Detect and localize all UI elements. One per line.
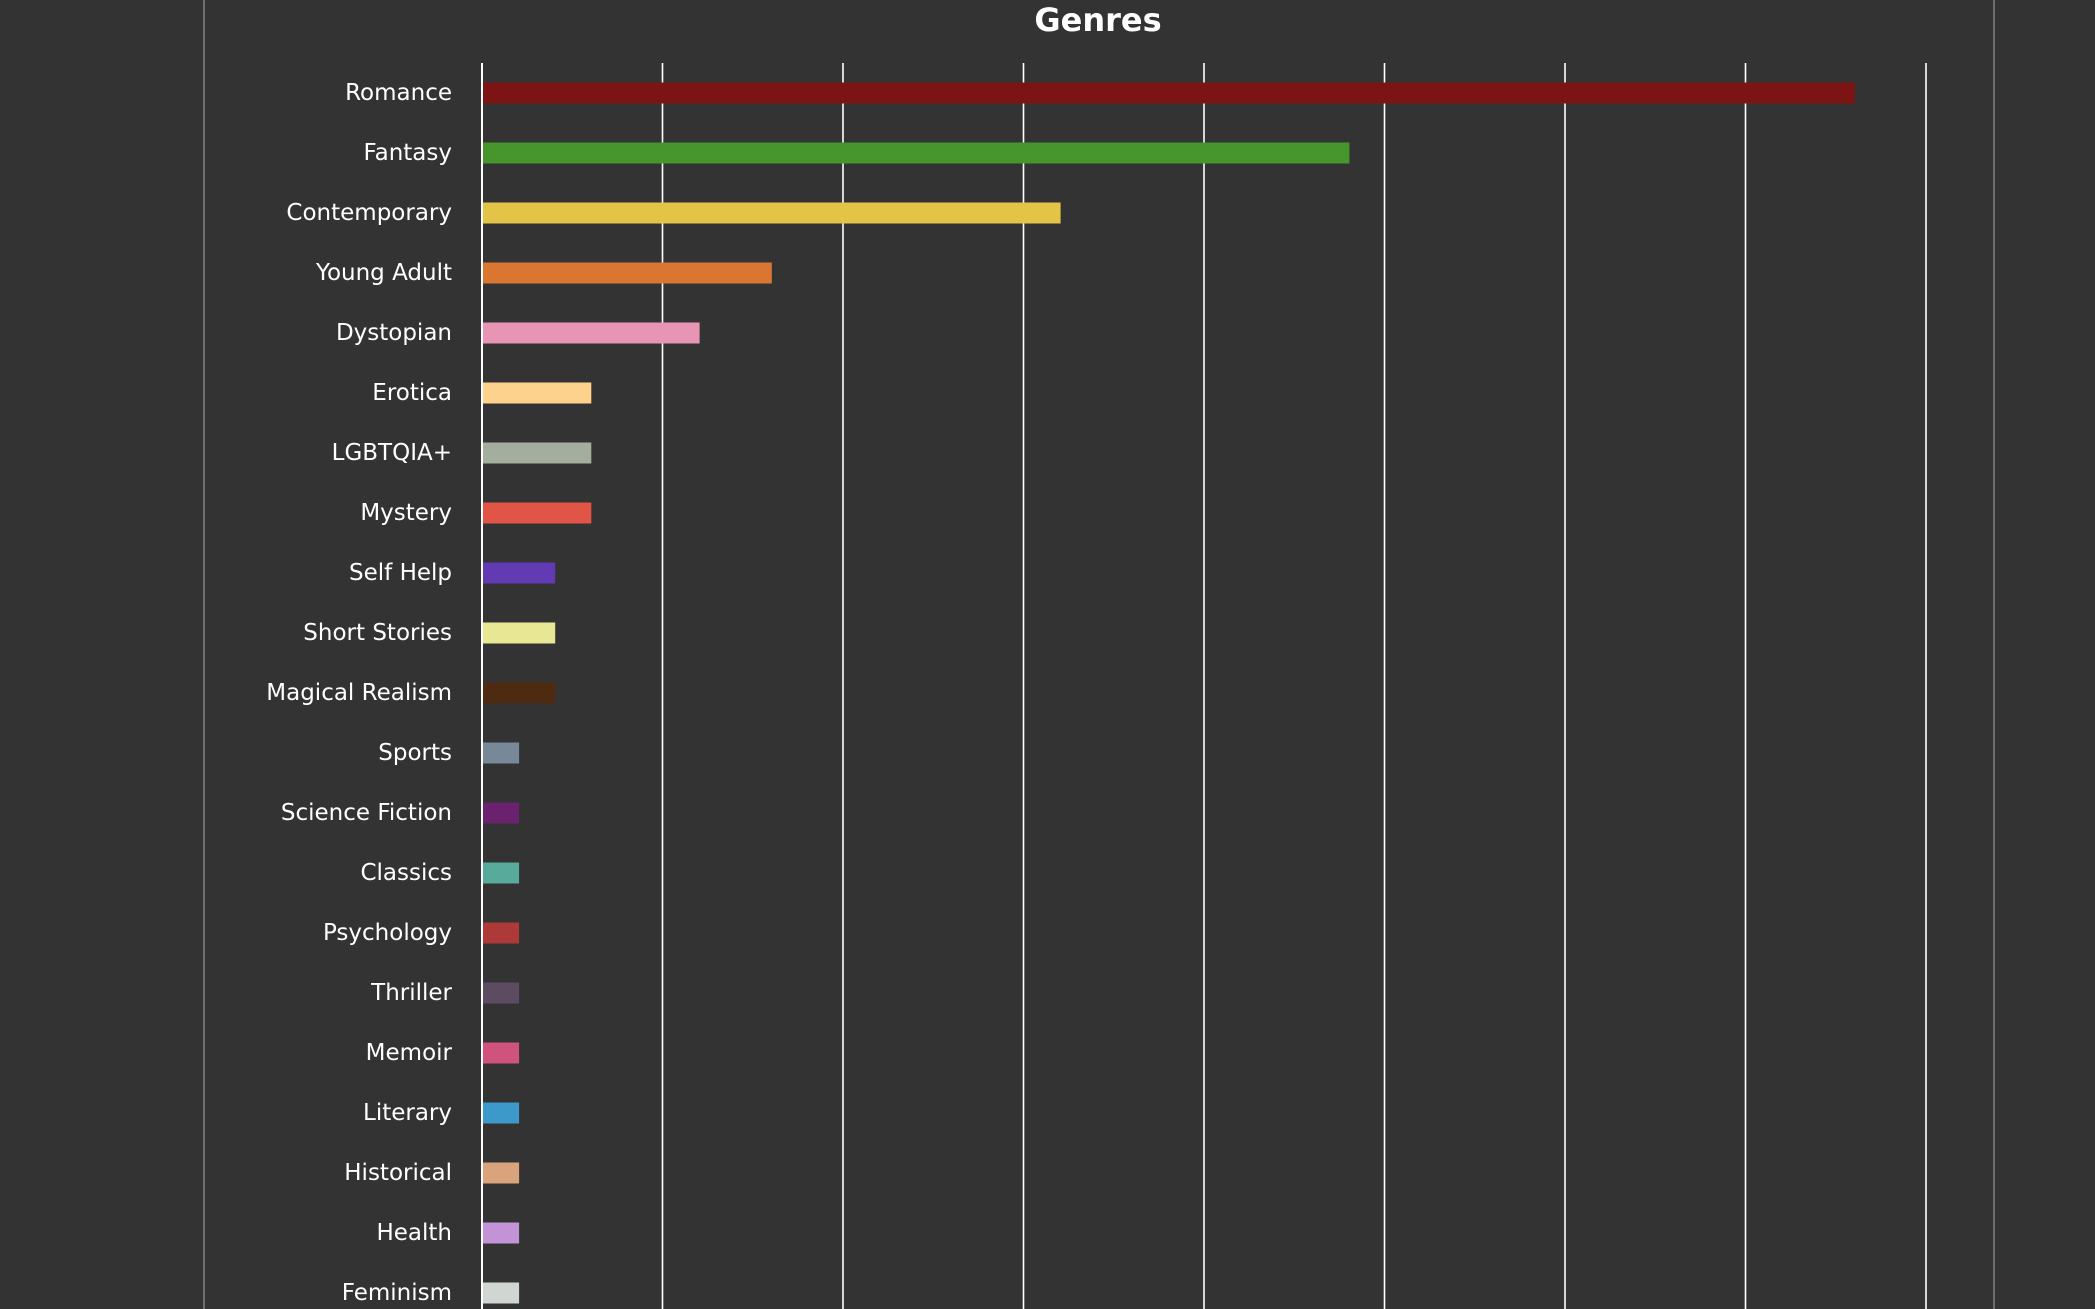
bar-erotica: [483, 382, 592, 404]
bar-feminism: [483, 1282, 520, 1304]
bar-lgbtqia: [483, 442, 592, 464]
category-label: Romance: [345, 80, 452, 106]
bar-classics: [483, 862, 520, 884]
category-label: Literary: [363, 1100, 452, 1126]
bar-mystery: [483, 502, 592, 524]
category-label: Sports: [378, 740, 452, 766]
bars: [483, 82, 1855, 1304]
bar-science-fiction: [483, 802, 520, 824]
category-label: Short Stories: [303, 620, 452, 646]
category-label: Historical: [344, 1160, 452, 1186]
category-label: Classics: [360, 860, 452, 886]
category-label: Young Adult: [315, 260, 452, 286]
bar-psychology: [483, 922, 520, 944]
category-label: LGBTQIA+: [332, 440, 452, 466]
category-labels: Romance Fantasy Contemporary Young Adult Dys…: [266, 80, 452, 1306]
category-label: Feminism: [342, 1280, 452, 1306]
chart-title: Genres: [1034, 1, 1162, 39]
category-label: Mystery: [360, 500, 452, 526]
category-label: Dystopian: [336, 320, 452, 346]
category-label: Magical Realism: [266, 680, 452, 706]
bar-dystopian: [483, 322, 700, 344]
grid-lines: [481, 63, 1927, 1309]
category-label: Health: [376, 1220, 452, 1246]
category-label: Erotica: [372, 380, 452, 406]
bar-self-help: [483, 562, 556, 584]
bar-romance: [483, 82, 1855, 104]
category-label: Thriller: [370, 980, 452, 1006]
category-label: Contemporary: [286, 200, 452, 226]
bar-literary: [483, 1102, 520, 1124]
bar-young-adult: [483, 262, 772, 284]
bar-sports: [483, 742, 520, 764]
bar-health: [483, 1222, 520, 1244]
bar-fantasy: [483, 142, 1350, 164]
left-border-line: [203, 0, 205, 1309]
bar-magical-realism: [483, 682, 556, 704]
category-label: Fantasy: [364, 140, 453, 166]
bar-contemporary: [483, 202, 1061, 224]
bar-short-stories: [483, 622, 556, 644]
bar-memoir: [483, 1042, 520, 1064]
category-label: Self Help: [349, 560, 452, 586]
category-label: Science Fiction: [281, 800, 452, 826]
bar-thriller: [483, 982, 520, 1004]
category-label: Memoir: [366, 1040, 453, 1066]
category-label: Psychology: [323, 920, 452, 946]
bar-historical: [483, 1162, 520, 1184]
right-border-line: [1993, 0, 1995, 1309]
